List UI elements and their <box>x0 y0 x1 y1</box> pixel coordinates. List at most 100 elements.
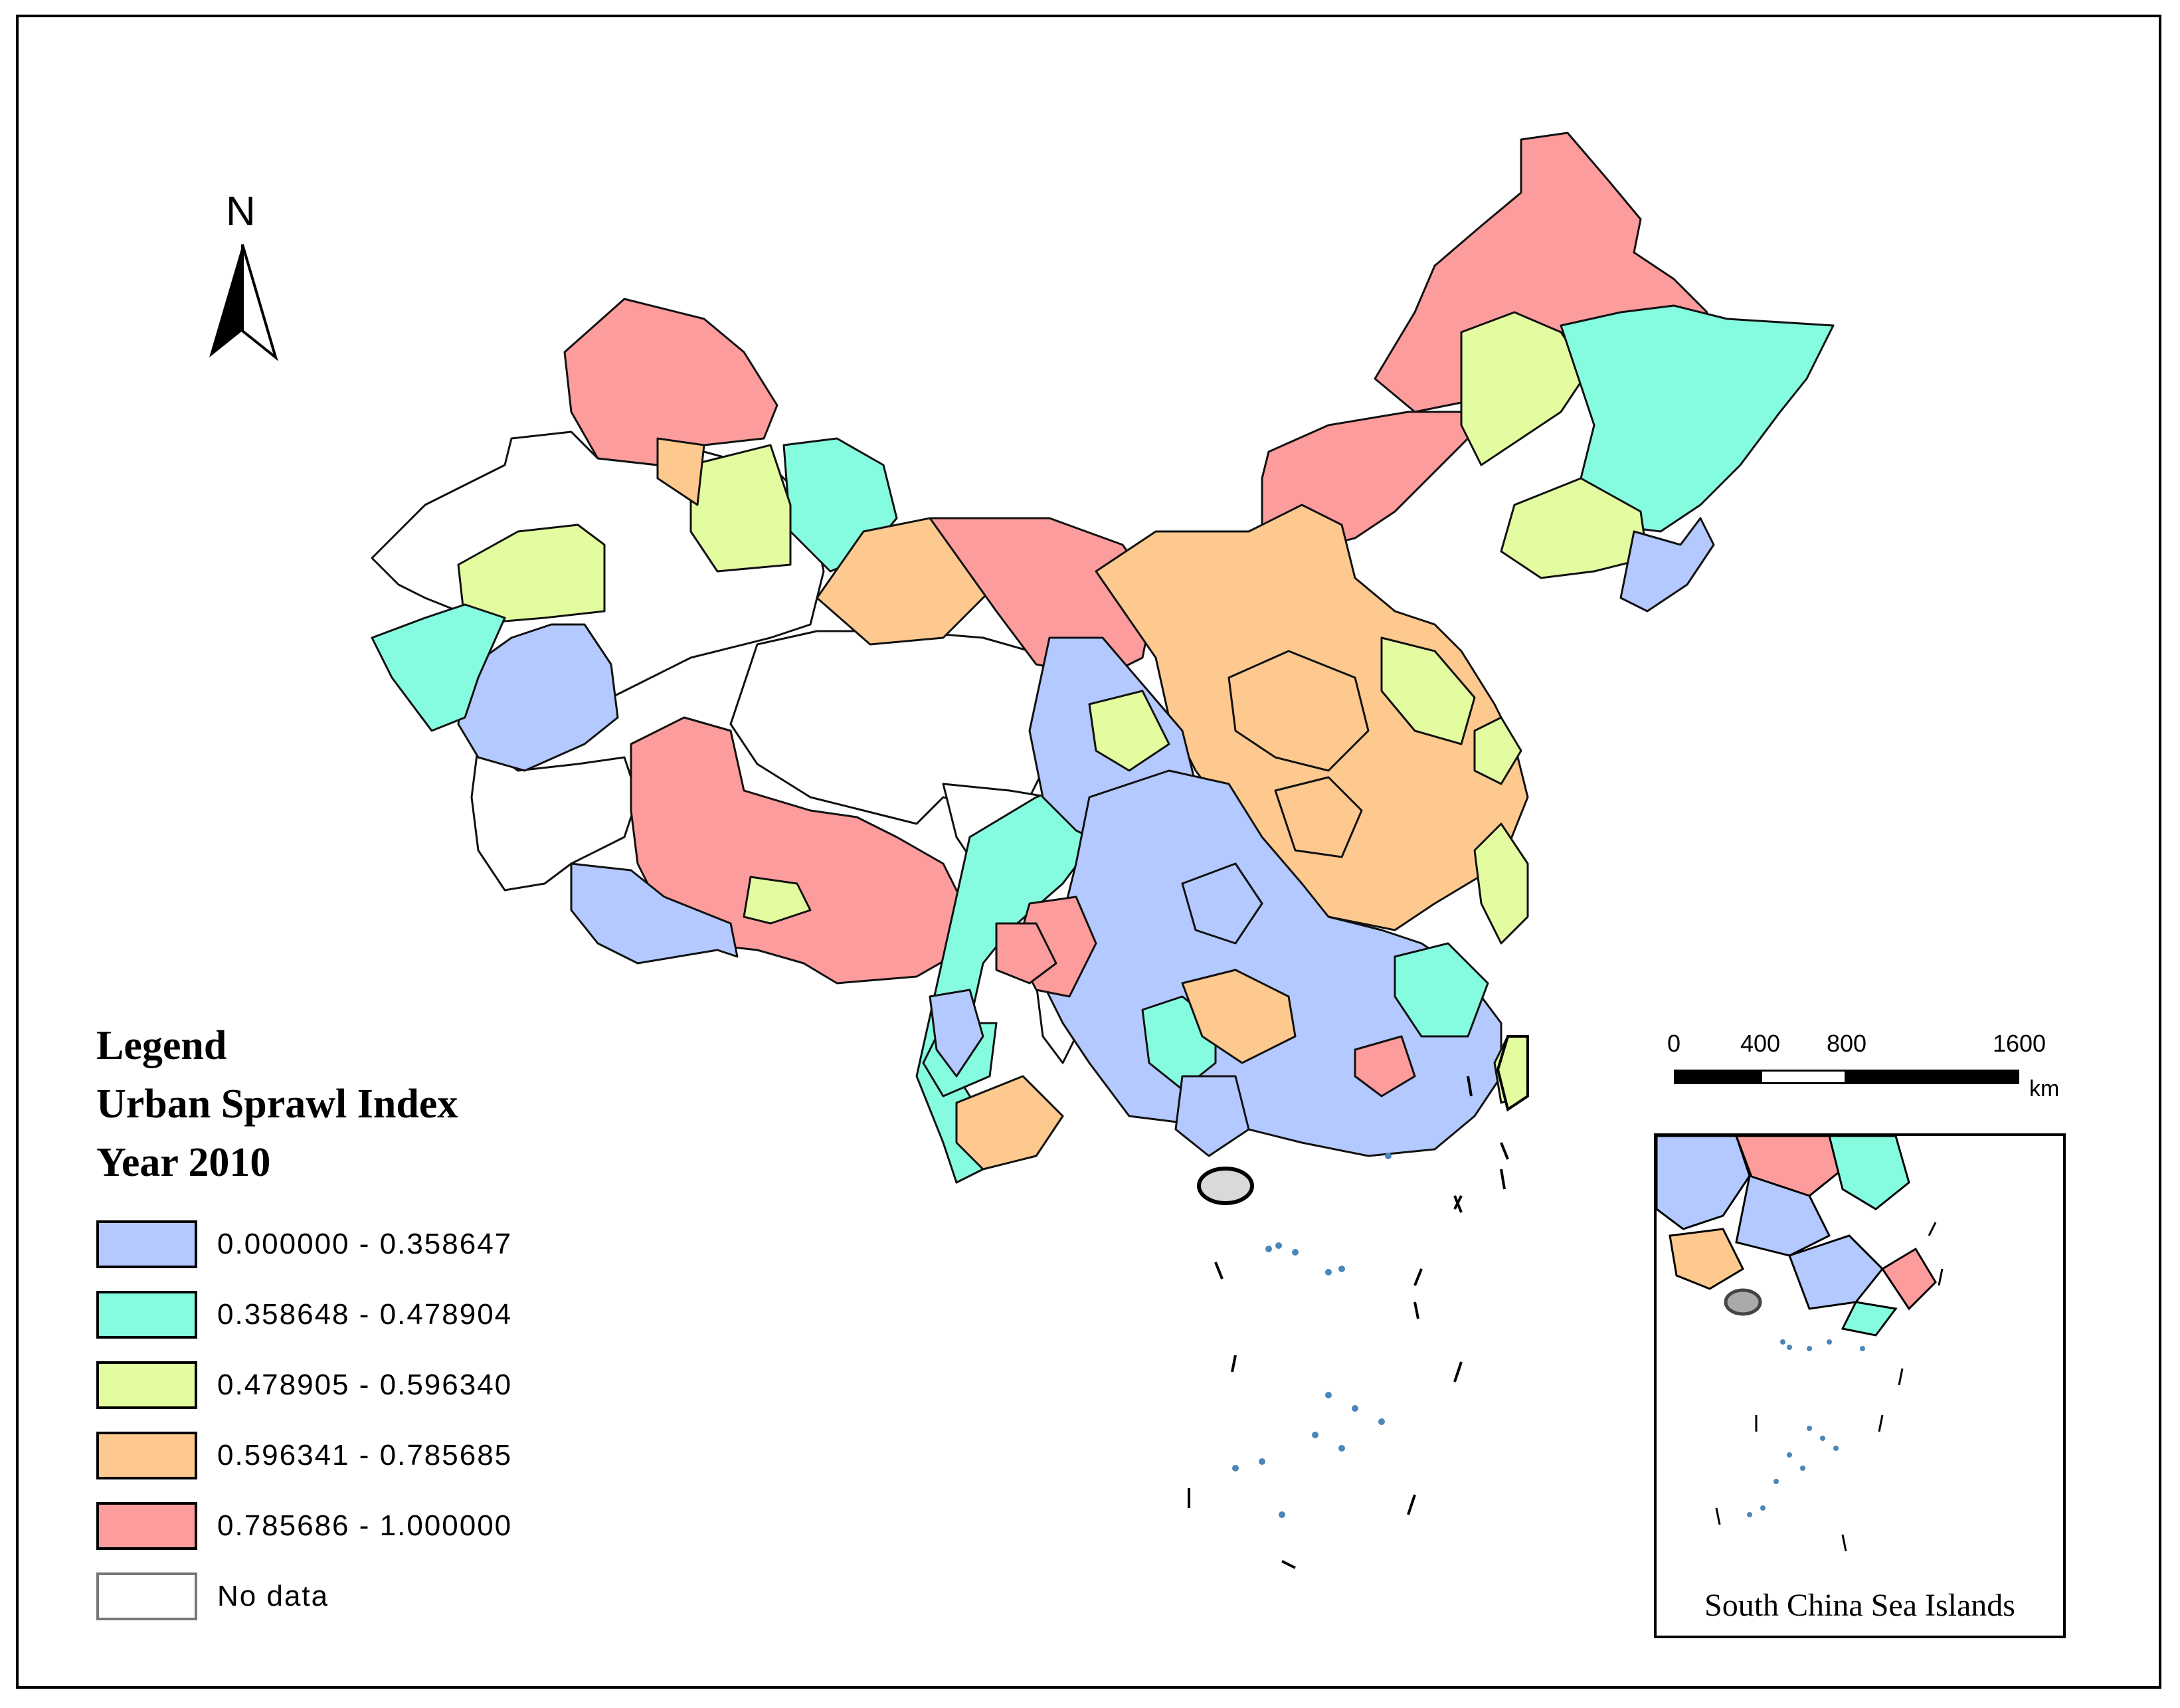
inset-boundary-dash <box>1938 1268 1944 1286</box>
inset-island-marker <box>1860 1346 1865 1351</box>
inset-region <box>1828 1136 1910 1210</box>
inset-island-marker <box>1807 1346 1812 1351</box>
island-marker <box>1325 1269 1332 1276</box>
inset-island-marker <box>1787 1345 1792 1350</box>
scale-unit: km <box>2029 1076 2060 1101</box>
island-marker <box>1259 1458 1265 1465</box>
taiwan-island <box>1496 1035 1529 1112</box>
legend-item: 0.596341 - 0.785685 <box>96 1420 601 1491</box>
boundary-dash <box>1281 1560 1296 1569</box>
boundary-dash <box>1467 1076 1473 1097</box>
inset-island-marker <box>1820 1436 1825 1441</box>
south-china-sea-inset: South China Sea Islands <box>1654 1133 2066 1638</box>
inset-island-marker <box>1760 1505 1766 1511</box>
inset-boundary-dash <box>1898 1368 1904 1386</box>
inset-region <box>1841 1301 1898 1337</box>
map-region <box>995 922 1057 985</box>
inset-map <box>1657 1136 1944 1552</box>
boundary-dash <box>1214 1262 1224 1280</box>
map-region <box>1473 716 1522 785</box>
inset-boundary-dash <box>1841 1534 1847 1552</box>
legend-label: 0.000000 - 0.358647 <box>217 1228 513 1260</box>
island-marker <box>1378 1418 1385 1425</box>
inset-region <box>1735 1175 1831 1257</box>
map-region <box>371 603 506 732</box>
inset-island-marker <box>1773 1479 1779 1484</box>
island-marker <box>1279 1511 1285 1518</box>
scale-segment <box>1847 1070 2019 1084</box>
legend-label: 0.478905 - 0.596340 <box>217 1369 513 1401</box>
inset-hainan <box>1724 1288 1762 1316</box>
map-region <box>1500 477 1649 579</box>
map-region <box>955 1075 1064 1171</box>
map-region <box>929 989 984 1078</box>
north-arrow: N <box>199 191 286 364</box>
inset-region <box>1788 1234 1884 1310</box>
map-region <box>570 862 739 965</box>
island-marker <box>1338 1266 1345 1272</box>
scale-tick-label: 0 <box>1667 1030 1681 1057</box>
map-region <box>1473 822 1529 945</box>
map-region <box>689 444 792 573</box>
scale-bar: 0 400 800 1600 km <box>1667 1030 2092 1103</box>
inset-island-marker <box>1827 1339 1832 1345</box>
island-marker <box>1265 1246 1272 1252</box>
island-marker <box>1352 1405 1358 1412</box>
island-marker <box>1338 1445 1345 1452</box>
legend-item: 0.000000 - 0.358647 <box>96 1209 601 1280</box>
inset-region <box>1880 1247 1937 1311</box>
map-frame <box>16 15 2161 1689</box>
map-region <box>1354 1035 1416 1097</box>
inset-boundary-dash <box>1928 1222 1937 1236</box>
boundary-dash <box>1231 1355 1237 1373</box>
legend-item: No data <box>96 1561 601 1632</box>
map-region <box>1227 650 1370 772</box>
boundary-dash <box>1413 1301 1419 1319</box>
legend-title: Urban Sprawl Index <box>96 1082 458 1127</box>
boundary-dash <box>1453 1195 1463 1213</box>
inset-boundary-dash <box>1878 1414 1884 1432</box>
legend-swatch <box>96 1220 197 1268</box>
island-marker <box>1325 1392 1332 1398</box>
map-region <box>1088 690 1170 772</box>
legend-swatch <box>96 1361 197 1409</box>
inset-island-marker <box>1800 1466 1805 1471</box>
scale-segment <box>1674 1070 1760 1084</box>
map-region <box>656 437 705 506</box>
inset-region <box>1657 1136 1751 1230</box>
legend-subtitle: Year 2010 <box>96 1140 271 1185</box>
legend-item: 0.785686 - 1.000000 <box>96 1491 601 1561</box>
legend-item: 0.478905 - 0.596340 <box>96 1350 601 1420</box>
legend-items: 0.000000 - 0.358647 0.358648 - 0.478904 … <box>96 1209 601 1632</box>
legend-label: No data <box>217 1580 329 1612</box>
map-region <box>1460 311 1589 466</box>
inset-boundary-dash <box>1715 1507 1721 1525</box>
inset-island-marker <box>1807 1426 1812 1431</box>
inset-island-marker <box>1780 1339 1785 1345</box>
boundary-dash <box>1500 1169 1506 1190</box>
legend-heading: Legend <box>96 1023 227 1068</box>
legend-label: 0.358648 - 0.478904 <box>217 1298 513 1331</box>
scale-tick-label: 400 <box>1740 1030 1781 1057</box>
north-label: N <box>226 189 256 235</box>
inset-caption: South China Sea Islands <box>1704 1588 2015 1623</box>
map-region <box>1181 969 1297 1064</box>
map-region <box>1619 517 1715 613</box>
map-region <box>1274 776 1363 858</box>
north-arrow-icon <box>209 244 278 361</box>
island-marker <box>1292 1249 1299 1256</box>
hainan-island <box>1197 1167 1254 1205</box>
map-region <box>1394 942 1489 1038</box>
legend-label: 0.785686 - 1.000000 <box>217 1509 513 1542</box>
boundary-dash <box>1500 1142 1509 1160</box>
island-marker <box>1275 1242 1282 1249</box>
island-marker <box>1385 1153 1392 1159</box>
map-region <box>743 876 812 925</box>
scale-segment <box>1760 1070 1847 1084</box>
boundary-dash <box>1453 1361 1463 1382</box>
legend: Legend Urban Sprawl Index Year 2010 0.00… <box>96 1016 601 1632</box>
inset-island-marker <box>1833 1446 1839 1451</box>
inset-region <box>1669 1228 1744 1290</box>
map-region <box>470 743 639 892</box>
